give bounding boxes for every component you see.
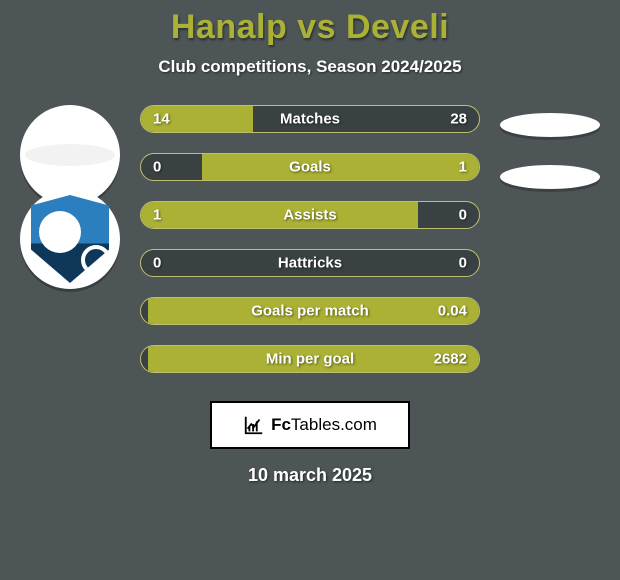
stat-bar: 2682 Min per goal [140,345,480,373]
stat-value-left: 0 [153,255,161,272]
stat-value-right: 0 [459,207,467,224]
team-b-ellipse-icon [500,165,600,189]
stat-fill-right [202,154,479,180]
fctables-badge[interactable]: FcTables.com [210,401,410,449]
team-b-ellipse-icon [500,113,600,137]
chart-icon [243,414,265,436]
stat-value-right: 1 [459,159,467,176]
stat-value-left: 1 [153,207,161,224]
stat-value-right: 2682 [434,351,467,368]
team-a-avatar-logo [20,189,120,289]
subtitle: Club competitions, Season 2024/2025 [0,57,620,77]
stat-bar: 14 28 Matches [140,105,480,133]
stat-bars: 14 28 Matches 0 1 Goals 1 0 Assists 0 0 Hattricks 0.… [140,105,480,373]
stat-bar: 0 1 Goals [140,153,480,181]
stat-value-right: 0 [459,255,467,272]
stat-label: Hattricks [278,255,342,272]
stat-fill-left [141,202,418,228]
stat-label: Goals per match [251,303,369,320]
stat-label: Goals [289,159,331,176]
stat-label: Matches [280,111,340,128]
stat-value-right: 28 [450,111,467,128]
stat-bar: 1 0 Assists [140,201,480,229]
comparison-stage: 14 28 Matches 0 1 Goals 1 0 Assists 0 0 Hattricks 0.… [0,105,620,373]
stat-value-left: 0 [153,159,161,176]
stat-value-left: 14 [153,111,170,128]
stat-bar: 0.04 Goals per match [140,297,480,325]
footer-date: 10 march 2025 [0,465,620,486]
stat-bar: 0 0 Hattricks [140,249,480,277]
avatar-placeholder-ellipse [25,144,115,166]
stat-value-right: 0.04 [438,303,467,320]
brand-text: FcTables.com [271,415,377,435]
stat-label: Min per goal [266,351,354,368]
stat-label: Assists [283,207,336,224]
erzurumspor-shield-icon [31,195,109,283]
page-title: Hanalp vs Develi [0,0,620,47]
